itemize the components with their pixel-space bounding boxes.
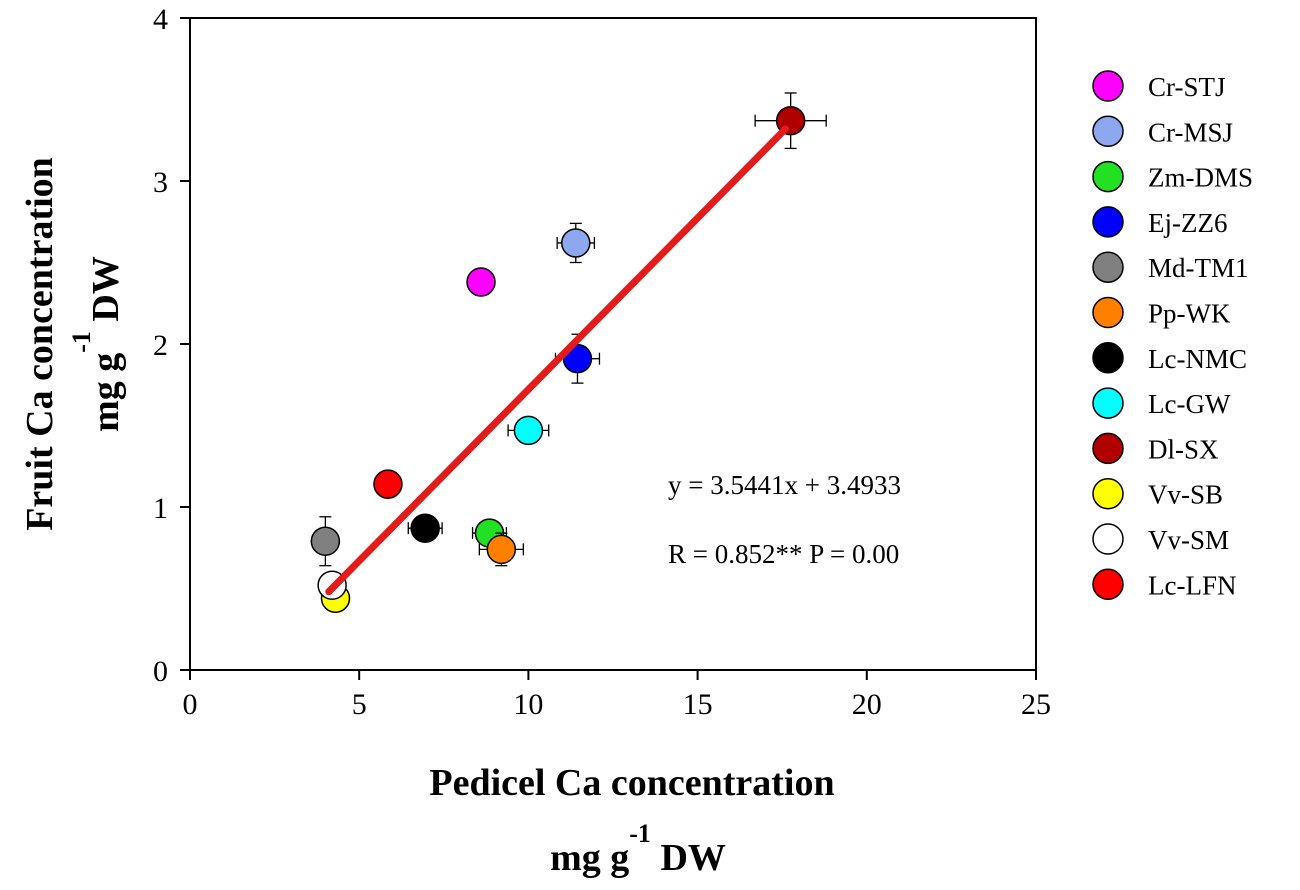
x-tick-label: 0 — [183, 688, 198, 721]
legend-item-cr-msj: Cr-MSJ — [1092, 115, 1233, 148]
x-tick-label: 25 — [1021, 688, 1051, 721]
legend-marker — [1092, 387, 1124, 419]
y-tick-label: 0 — [153, 655, 168, 688]
y-unit-prefix: mg g — [85, 353, 127, 432]
point-lc-lfn — [373, 469, 403, 499]
legend-label: Dl-SX — [1148, 434, 1219, 464]
legend-label: Md-TM1 — [1148, 253, 1249, 283]
point-md-tm1 — [310, 516, 341, 567]
legend-marker — [1092, 70, 1124, 102]
point-marker — [486, 534, 517, 565]
legend-label: Lc-NMC — [1148, 344, 1247, 374]
x-tick-label: 5 — [352, 688, 367, 721]
legend-marker — [1092, 206, 1124, 238]
legend-marker — [1092, 160, 1124, 193]
y-tick-label: 1 — [153, 492, 168, 525]
y-unit-suffix: DW — [85, 256, 127, 331]
y-tick-label: 2 — [153, 329, 168, 362]
legend-item-lc-nmc: Lc-NMC — [1092, 342, 1247, 374]
y-tick-label: 3 — [153, 166, 168, 199]
x-tick-label: 15 — [683, 688, 713, 721]
legend-item-vv-sm: Vv-SM — [1092, 523, 1229, 555]
point-cr-stj — [466, 267, 496, 297]
axis-ticks: 0 5 10 15 20 25 0 1 2 3 4 — [153, 3, 1051, 721]
y-unit-exp: -1 — [67, 331, 96, 353]
legend-marker — [1092, 296, 1124, 329]
correlation-stat: R = 0.852** P = 0.00 — [668, 539, 899, 569]
legend-item-vv-sb: Vv-SB — [1092, 477, 1223, 510]
legend-marker — [1092, 342, 1124, 374]
y-tick-label: 4 — [153, 3, 168, 36]
point-marker — [513, 415, 544, 446]
point-marker — [310, 526, 341, 556]
legend-item-cr-stj: Cr-STJ — [1092, 70, 1225, 102]
point-marker — [466, 267, 496, 297]
legend-item-zm-dms: Zm-DMS — [1092, 160, 1253, 193]
fit-line-group — [325, 125, 790, 596]
legend-label: Lc-GW — [1148, 389, 1231, 419]
regression-line — [325, 125, 790, 596]
legend-marker — [1092, 432, 1124, 465]
point-lc-nmc — [407, 513, 443, 543]
point-pp-wk — [478, 532, 524, 567]
legend-item-lc-lfn: Lc-LFN — [1092, 568, 1236, 601]
legend-marker — [1092, 523, 1124, 555]
legend-label: Lc-LFN — [1148, 570, 1236, 600]
legend-item-dl-sx: Dl-SX — [1092, 432, 1219, 465]
data-points — [310, 92, 827, 614]
legend-marker — [1092, 568, 1124, 601]
legend-item-pp-wk: Pp-WK — [1092, 296, 1231, 329]
point-cr-msj — [556, 222, 596, 264]
point-marker — [410, 513, 440, 543]
legend-label: Pp-WK — [1148, 299, 1231, 329]
regression-equation: y = 3.5441x + 3.4933 — [668, 470, 901, 500]
y-axis-unit: mg g-1 DW — [67, 256, 127, 432]
x-tick-label: 10 — [513, 688, 543, 721]
x-unit-exp: -1 — [629, 819, 651, 848]
legend-label: Vv-SM — [1148, 525, 1229, 555]
legend-label: Cr-STJ — [1148, 72, 1225, 102]
x-unit-suffix: DW — [651, 837, 726, 879]
point-marker — [373, 469, 403, 499]
legend-marker — [1092, 115, 1124, 148]
legend-label: Vv-SB — [1148, 480, 1223, 510]
legend-label: Cr-MSJ — [1148, 117, 1233, 147]
legend-marker — [1092, 251, 1124, 283]
point-lc-gw — [507, 415, 550, 446]
legend-item-lc-gw: Lc-GW — [1092, 387, 1231, 419]
point-dl-sx — [754, 92, 827, 150]
legend-marker — [1092, 477, 1124, 510]
x-tick-label: 20 — [852, 688, 882, 721]
y-axis-title: Fruit Ca concentration — [19, 157, 61, 531]
point-marker — [561, 228, 591, 258]
legend-item-ej-zz6: Ej-ZZ6 — [1092, 206, 1227, 238]
x-axis-title: Pedicel Ca concentration — [429, 762, 834, 804]
x-unit-prefix: mg g — [550, 837, 629, 879]
legend-item-md-tm1: Md-TM1 — [1092, 251, 1249, 283]
legend-label: Zm-DMS — [1148, 163, 1253, 193]
x-axis-unit: mg g-1 DW — [550, 819, 726, 879]
legend-label: Ej-ZZ6 — [1148, 208, 1227, 238]
plot-frame — [189, 17, 1037, 671]
legend: Cr-STJ Cr-MSJ Zm-DMS Ej-ZZ6 Md-TM1 Pp-WK Lc-NM… — [1092, 70, 1253, 601]
